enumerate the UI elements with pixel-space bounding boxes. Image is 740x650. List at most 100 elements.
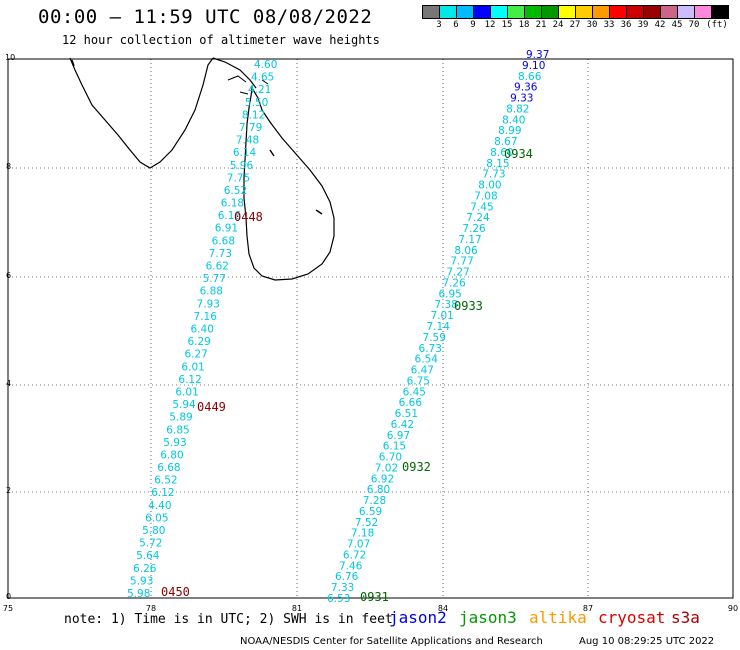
wave-height-value: 6.68 (212, 235, 235, 247)
wave-height-value: 7.28 (363, 495, 386, 507)
wave-height-value: 7.52 (355, 517, 378, 529)
wave-height-value: 6.14 (233, 147, 257, 159)
y-tick-label: 10 (5, 53, 15, 62)
wave-height-value: 6.52 (154, 475, 177, 487)
wave-height-value: 6.47 (411, 365, 434, 377)
wave-height-value: 6.12 (178, 374, 201, 386)
wave-height-value: 6.40 (191, 324, 214, 336)
wave-height-value: 6.75 (407, 375, 430, 387)
wave-height-value: 5.72 (139, 538, 162, 550)
wave-height-value: 5.96 (230, 160, 254, 172)
x-tick-label: 78 (146, 604, 156, 613)
wave-height-value: 7.14 (427, 321, 451, 333)
wave-height-value: 6.45 (403, 386, 426, 398)
legend-label: (ft) (706, 20, 728, 30)
wave-height-value: 8.00 (478, 180, 501, 192)
page-title: 00:00 – 11:59 UTC 08/08/2022 (38, 6, 373, 28)
wave-height-value: 9.37 (526, 49, 549, 61)
x-tick-label: 87 (583, 604, 593, 613)
map-frame (7, 58, 734, 599)
wave-height-value: 9.10 (522, 60, 545, 72)
legend-label: 39 (637, 20, 649, 30)
wave-height-value: 6.27 (184, 349, 207, 361)
wave-height-value: 6.29 (187, 336, 210, 348)
wave-height-value: 4.40 (148, 500, 171, 512)
wave-height-value: 7.08 (474, 190, 497, 202)
wave-height-value: 7.45 (470, 201, 493, 213)
wave-height-value: 8.40 (502, 114, 525, 126)
wave-height-value: 6.05 (145, 512, 168, 524)
wave-height-value: 5.89 (169, 412, 192, 424)
legend-label: 33 (603, 20, 615, 30)
wave-height-value: 7.93 (197, 298, 220, 310)
legend-label: 21 (535, 20, 547, 30)
wave-height-value: 6.51 (395, 408, 418, 420)
wave-height-value: 6.01 (175, 386, 198, 398)
wave-height-value: 4.65 (251, 72, 274, 84)
wave-height-value: 9.36 (514, 82, 538, 94)
wave-height-value: 5.77 (203, 273, 226, 285)
pass-time-label: 0448 (234, 210, 263, 224)
pass-time-label: 0931 (360, 590, 389, 604)
wave-height-value: 7.24 (466, 212, 490, 224)
jaffna-islets (227, 75, 269, 95)
wave-height-value: 6.12 (151, 487, 174, 499)
wave-height-value: 5.50 (245, 97, 268, 109)
satellite-legend-item: altika (529, 608, 587, 627)
wave-height-value: 7.18 (351, 528, 374, 540)
wave-height-value: 8.12 (242, 109, 265, 121)
wave-height-value: 6.80 (160, 449, 183, 461)
wave-height-value: 7.48 (236, 135, 259, 147)
legend-label: 12 (484, 20, 496, 30)
axis-tick-labels: 75 78 81 84 87 90 0 2 4 6 8 10 (3, 53, 738, 613)
wave-height-value: 6.68 (157, 462, 180, 474)
legend-labels: 3 6 9 12 15 18 21 24 27 30 33 36 39 42 45 70 (ft) (422, 19, 728, 31)
wave-height-value: 5.93 (163, 437, 186, 449)
satellite-legend-item: cryosat (598, 608, 666, 627)
credit-timestamp: Aug 10 08:29:25 UTC 2022 (579, 636, 715, 647)
wave-height-value: 6.15 (383, 441, 406, 453)
wave-height-value: 6.72 (343, 549, 366, 561)
wave-height-value: 6.88 (200, 286, 223, 298)
pass-time-label: 0932 (402, 460, 431, 474)
pass-time-labels: 0448 0449 0450 0931 0932 0933 0934 (161, 147, 533, 604)
pass-time-label: 0934 (504, 147, 533, 161)
wave-height-value: 7.07 (347, 539, 370, 551)
wave-height-value: 7.59 (423, 332, 446, 344)
x-tick-label: 75 (3, 604, 13, 613)
small-islet-a (71, 59, 75, 67)
wave-height-value: 7.02 (375, 462, 398, 474)
legend-label: 70 (688, 20, 700, 30)
pass-time-label: 0933 (454, 299, 483, 313)
wave-height-value: 6.73 (419, 343, 442, 355)
wave-height-value: 7.27 (446, 267, 469, 279)
y-tick-label: 8 (6, 162, 11, 171)
wave-height-value: 8.06 (454, 245, 478, 257)
wave-height-value: 6.16 (218, 210, 242, 222)
wave-height-value: 6.91 (215, 223, 238, 235)
wave-height-value: 6.52 (224, 185, 247, 197)
wave-height-value: 6.59 (359, 506, 382, 518)
y-tick-label: 4 (6, 379, 11, 388)
sri-lanka-outline (243, 86, 335, 281)
wave-height-value: 7.77 (450, 256, 473, 268)
wave-height-value: 8.82 (506, 103, 529, 115)
wave-height-value: 6.76 (335, 571, 359, 583)
sri-lanka-coastline (69, 57, 335, 281)
legend-label: 18 (518, 20, 530, 30)
wave-height-value: 7.75 (227, 172, 250, 184)
wave-height-value: 7.79 (239, 122, 262, 134)
wave-height-value: 6.95 (438, 288, 461, 300)
pass-time-label: 0450 (161, 585, 190, 599)
wave-height-value: 8.60 (490, 147, 513, 159)
wave-height-value: 6.66 (399, 397, 423, 409)
satellite-legend-item: s3a (671, 608, 700, 627)
wave-height-value: 6.42 (391, 419, 414, 431)
wave-height-value: 7.73 (209, 248, 232, 260)
mannar-islet (269, 149, 323, 215)
wave-height-value: 7.26 (442, 277, 466, 289)
wave-height-value: 7.16 (194, 311, 218, 323)
wave-height-value: 6.80 (367, 484, 390, 496)
